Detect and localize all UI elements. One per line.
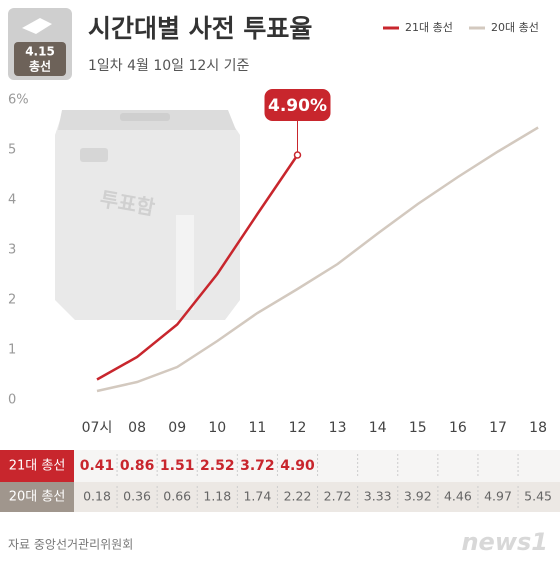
y-tick-label: 6% <box>8 93 29 108</box>
table-value: 0.36 <box>123 489 151 504</box>
row-label: 20대 총선 <box>9 490 66 505</box>
table-value: 0.18 <box>83 489 111 504</box>
y-tick-label: 0 <box>8 393 16 408</box>
table-row-bg <box>0 482 560 512</box>
table-value: 4.90 <box>280 458 315 474</box>
source: 자료 중앙선거관리위원회 <box>8 538 133 552</box>
series-line <box>96 126 539 393</box>
row-label: 21대 총선 <box>9 459 66 474</box>
table-value: 2.72 <box>324 489 352 504</box>
table-value: 5.45 <box>524 489 552 504</box>
series-line <box>96 154 299 381</box>
table-value: 3.72 <box>240 458 275 474</box>
x-tick-label: 11 <box>248 420 266 436</box>
x-tick-label: 08 <box>128 420 146 436</box>
legend-label: 20대 총선 <box>491 21 539 34</box>
badge-label: 총선 <box>29 59 51 74</box>
x-tick-label: 07시 <box>82 420 113 436</box>
x-tick-label: 18 <box>529 420 547 436</box>
table-value: 1.51 <box>160 458 195 474</box>
table-value: 2.22 <box>284 489 312 504</box>
y-tick-label: 3 <box>8 243 16 258</box>
row-label-bg <box>0 450 74 482</box>
table-value: 4.97 <box>484 489 512 504</box>
x-tick-label: 13 <box>329 420 347 436</box>
table-row-bg <box>0 450 560 482</box>
y-tick-label: 4 <box>8 193 16 208</box>
callout-bg <box>264 89 331 121</box>
table-value: 4.46 <box>444 489 472 504</box>
end-point <box>293 151 302 159</box>
table-value: 0.86 <box>120 458 155 474</box>
x-tick-label: 16 <box>449 420 467 436</box>
badge-panel <box>14 42 66 76</box>
x-tick-label: 12 <box>289 420 307 436</box>
y-tick-label: 5 <box>8 143 16 158</box>
legend-label: 21대 총선 <box>405 21 453 34</box>
table-value: 2.52 <box>200 458 235 474</box>
table-value: 3.33 <box>364 489 392 504</box>
x-tick-label: 15 <box>409 420 427 436</box>
callout-label: 4.90% <box>268 96 327 116</box>
table-value: 0.66 <box>163 489 191 504</box>
row-label-bg <box>0 482 74 512</box>
x-tick-label: 09 <box>168 420 186 436</box>
badge-icon <box>22 18 52 34</box>
badge-date: 4.15 <box>25 45 55 59</box>
table-value: 3.92 <box>404 489 432 504</box>
y-tick-label: 1 <box>8 343 16 358</box>
table-value: 0.41 <box>80 458 115 474</box>
chart-subtitle: 1일차 4월 10일 12시 기준 <box>88 58 250 74</box>
y-tick-label: 2 <box>8 293 16 308</box>
ballot-box: 투표함 <box>55 110 240 320</box>
chart-title: 시간대별 사전 투표율 <box>88 14 312 43</box>
table-value: 1.18 <box>203 489 231 504</box>
x-tick-label: 14 <box>369 420 387 436</box>
table-value: 1.74 <box>243 489 271 504</box>
logo: news1 <box>461 528 548 556</box>
x-tick-label: 10 <box>208 420 226 436</box>
x-tick-label: 17 <box>489 420 507 436</box>
